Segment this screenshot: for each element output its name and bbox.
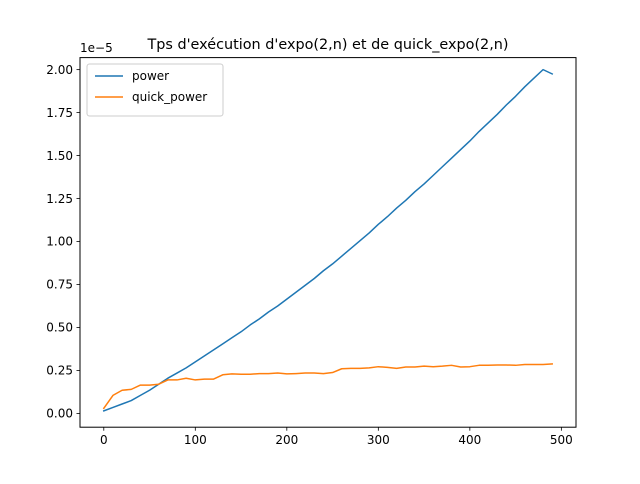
x-tick-label: 300 — [367, 433, 390, 447]
y-tick-label: 0.50 — [46, 321, 73, 335]
legend-box — [86, 63, 224, 117]
y-axis-offset-label: 1e−5 — [80, 41, 113, 55]
y-tick-label: 2.00 — [46, 63, 73, 77]
y-tick-label: 1.00 — [46, 235, 73, 249]
legend-label-quick-power: quick_power — [132, 90, 207, 104]
chart-title: Tps d'exécution d'expo(2,n) et de quick_… — [146, 37, 508, 53]
x-tick-label: 400 — [458, 433, 481, 447]
series-line-quick-power — [102, 363, 554, 410]
series-line-power — [102, 68, 554, 412]
x-tick-label: 200 — [275, 433, 298, 447]
y-tick-label: 0.75 — [46, 278, 73, 292]
x-tick-label: 100 — [184, 433, 207, 447]
y-axis: 0.00 0.25 0.50 0.75 1.00 1.25 1.50 1.75 2.00 — [46, 63, 80, 421]
legend-label-power: power — [132, 69, 169, 83]
legend: power quick_power — [86, 63, 224, 117]
x-axis: 0 100 200 300 400 500 — [100, 427, 573, 447]
y-tick-label: 1.25 — [46, 192, 73, 206]
series-layer — [102, 68, 554, 412]
x-tick-label: 500 — [550, 433, 573, 447]
y-tick-label: 0.00 — [46, 407, 73, 421]
x-tick-label: 0 — [100, 433, 108, 447]
y-tick-label: 0.25 — [46, 364, 73, 378]
y-tick-label: 1.75 — [46, 106, 73, 120]
axes-frame — [79, 57, 577, 428]
y-tick-label: 1.50 — [46, 149, 73, 163]
